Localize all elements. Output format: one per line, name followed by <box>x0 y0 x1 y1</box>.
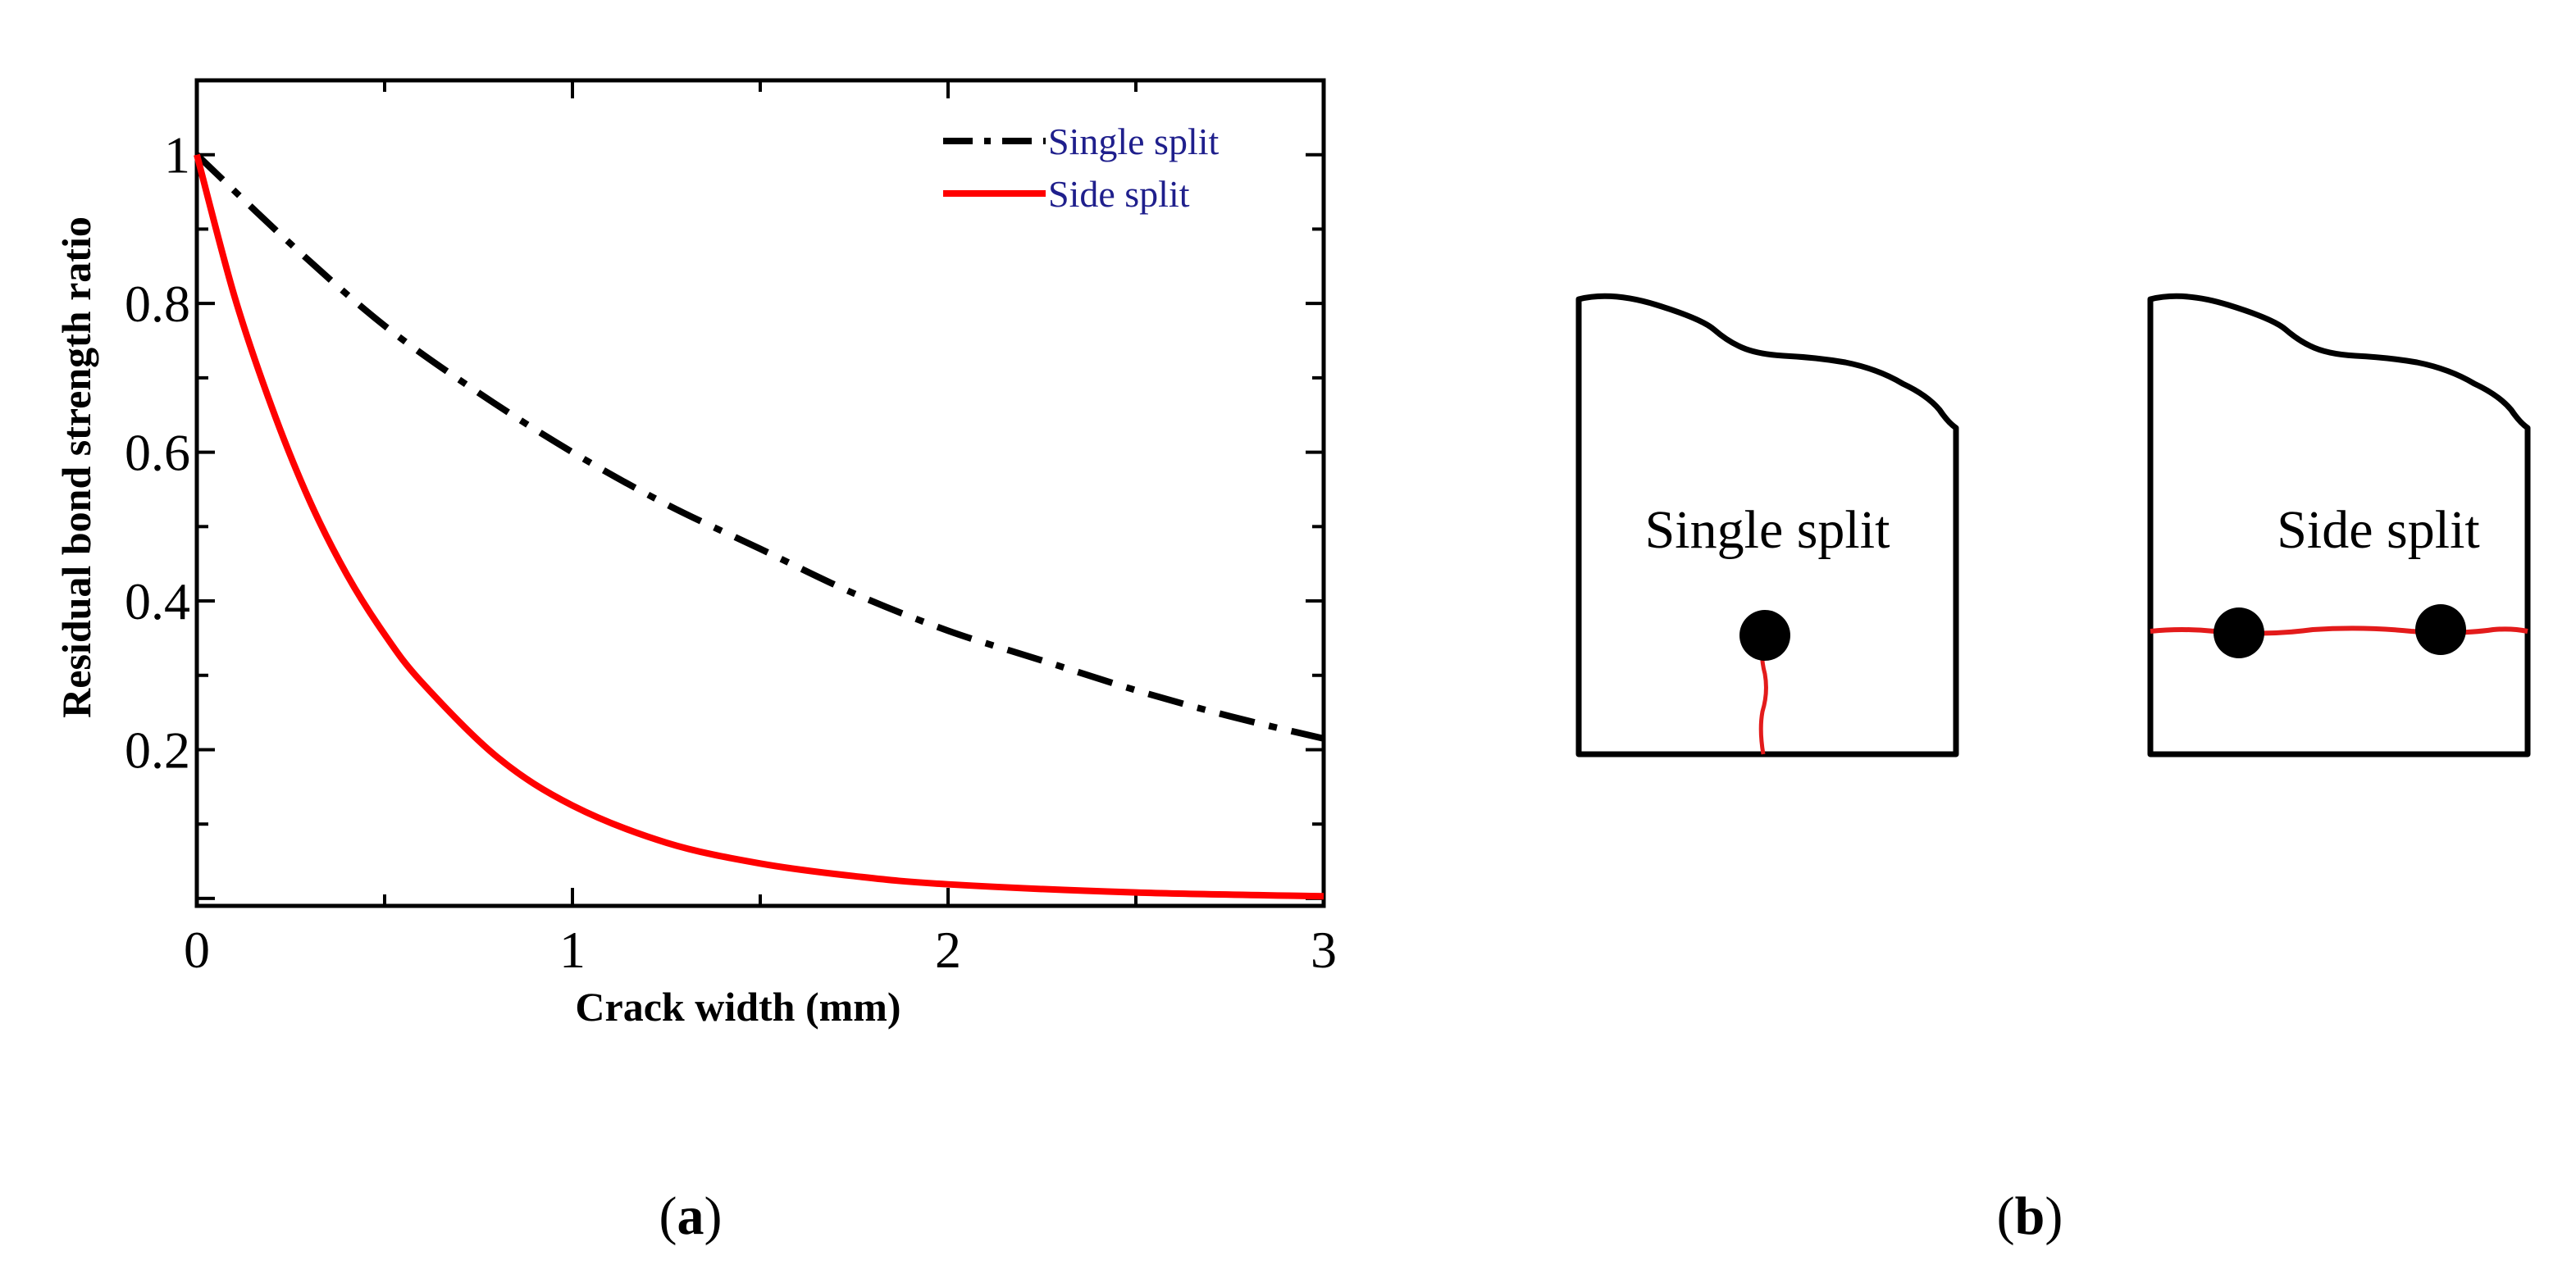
specimen-label-side-split: Side split <box>2277 500 2480 560</box>
rebar-circle <box>2415 604 2466 655</box>
axis-ticks <box>195 79 1325 906</box>
chart-panel-a: 0.2 0.4 0.6 0.8 1 0 1 2 3 Crack width (m… <box>53 78 1337 1030</box>
x-tick-label: 2 <box>935 921 961 979</box>
legend-label-single-split: Single split <box>1048 121 1220 162</box>
x-tick-label: 1 <box>559 921 586 979</box>
rebar-circle <box>2214 607 2264 658</box>
caption-a: (a) <box>659 1186 723 1246</box>
y-tick-label: 0.4 <box>125 572 190 630</box>
specimen-outline <box>1575 293 1959 758</box>
x-axis-title: Crack width (mm) <box>575 984 900 1030</box>
y-tick-label: 0.2 <box>125 721 190 779</box>
y-tick-label: 0.8 <box>125 275 190 333</box>
y-tick-label: 0.6 <box>125 424 190 482</box>
y-tick-label: 1 <box>164 126 190 184</box>
y-axis-title: Residual bond strength ratio <box>53 216 99 718</box>
caption-b: (b) <box>1997 1186 2063 1246</box>
series-line-side-split <box>194 153 1324 900</box>
legend-label-side-split: Side split <box>1048 173 1190 215</box>
specimen-side-split: Side split <box>2147 293 2531 758</box>
series-line-single-split <box>194 152 1324 742</box>
panel-captions: (a) (b) <box>659 1186 2063 1246</box>
specimen-single-split: Single split <box>1575 293 1959 758</box>
x-tick-label: 0 <box>184 921 210 979</box>
rebar-circle <box>1739 610 1790 661</box>
specimen-label-single-split: Single split <box>1645 500 1890 560</box>
legend: Single split Side split <box>943 121 1220 215</box>
x-tick-label: 3 <box>1311 921 1337 979</box>
diagram-panel-b: Single split Side split <box>1575 293 2531 758</box>
specimen-outline <box>2147 293 2531 758</box>
crack-line <box>2150 626 2528 636</box>
